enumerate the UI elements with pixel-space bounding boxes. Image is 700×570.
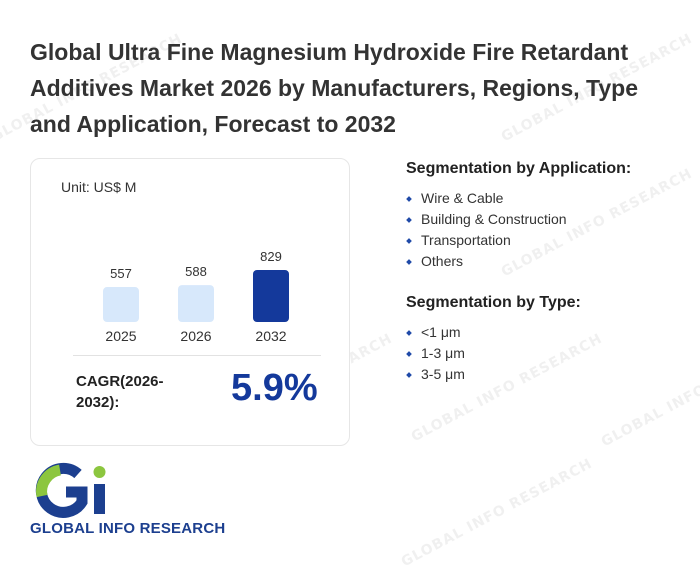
value-label-2032: 829: [260, 249, 282, 264]
list-item-label: 1-3 μm: [421, 345, 465, 361]
category-label-2026: 2026: [180, 328, 211, 344]
bar-2026: [178, 285, 214, 322]
segmentation-by-type: Segmentation by Type: <1 μm 1-3 μm 3-5 μ…: [406, 294, 581, 385]
bar-chart: 557 2025 588 2026 829 2032: [103, 249, 289, 344]
type-list: <1 μm 1-3 μm 3-5 μm: [406, 322, 581, 385]
bar-2025: [103, 287, 139, 322]
list-item-label: 3-5 μm: [421, 366, 465, 382]
bullet-icon: [406, 372, 412, 378]
list-item-label: <1 μm: [421, 324, 461, 340]
unit-label: Unit: US$ M: [61, 179, 137, 195]
list-item-label: Building & Construction: [421, 211, 567, 227]
cagr-label: CAGR(2026-2032):: [76, 373, 164, 411]
cagr-value: 5.9%: [231, 367, 318, 409]
application-list: Wire & Cable Building & Construction Tra…: [406, 188, 631, 272]
value-label-2026: 588: [185, 264, 207, 279]
value-label-2025: 557: [110, 266, 132, 281]
divider: [73, 355, 321, 356]
segmentation-type-heading: Segmentation by Type:: [406, 294, 581, 311]
market-size-card: Unit: US$ M 557 2025 588 2026 829 2032 CAGR(2…: [30, 158, 350, 446]
category-label-2032: 2032: [255, 328, 286, 344]
bullet-icon: [406, 330, 412, 336]
list-item-label: Others: [421, 253, 464, 269]
list-item: <1 μm: [406, 322, 581, 343]
list-item: Wire & Cable: [406, 188, 631, 209]
segmentation-by-application: Segmentation by Application: Wire & Cabl…: [406, 160, 631, 272]
list-item: Building & Construction: [406, 209, 631, 230]
segmentation-application-heading: Segmentation by Application:: [406, 160, 632, 177]
category-label-2025: 2025: [105, 328, 136, 344]
list-item: 3-5 μm: [406, 364, 581, 385]
bar-2032: [253, 270, 289, 322]
company-logo: GLOBAL INFO RESEARCH: [30, 462, 240, 542]
bullet-icon: [406, 351, 412, 357]
list-item: Others: [406, 251, 631, 272]
watermark: GLOBAL INFO RESEARCH: [398, 455, 596, 570]
bullet-icon: [406, 196, 412, 202]
list-item: Transportation: [406, 230, 631, 251]
bullet-icon: [406, 259, 412, 265]
page-title: Global Ultra Fine Magnesium Hydroxide Fi…: [30, 39, 638, 137]
list-item-label: Transportation: [421, 232, 511, 248]
logo-text: GLOBAL INFO RESEARCH: [30, 520, 226, 537]
watermark: GLOBAL INFO RESEARCH: [598, 336, 700, 451]
logo-icon: [35, 462, 106, 518]
list-item-label: Wire & Cable: [421, 190, 504, 206]
list-item: 1-3 μm: [406, 343, 581, 364]
bullet-icon: [406, 238, 412, 244]
bullet-icon: [406, 217, 412, 223]
